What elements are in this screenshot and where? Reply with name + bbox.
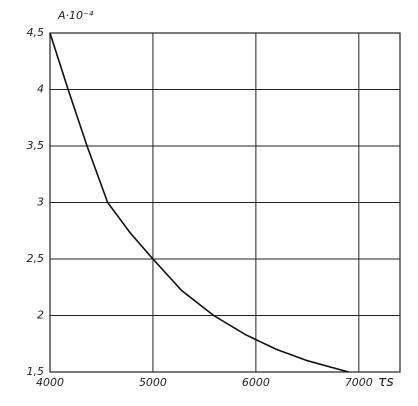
x-axis-label: τs: [378, 374, 394, 390]
y-tick-label: 2: [37, 309, 44, 322]
y-tick-label: 4,5: [27, 26, 45, 39]
y-tick-label: 3: [37, 196, 44, 209]
x-tick-label: 4000: [36, 376, 64, 389]
y-tick-label: 3,5: [27, 139, 45, 152]
x-tick-label: 6000: [242, 376, 270, 389]
y-tick-label: 2,5: [27, 252, 45, 265]
data-line: [49, 32, 349, 373]
y-tick-label: 1,5: [27, 365, 45, 378]
x-tick-label: 7000: [345, 376, 373, 389]
y-axis-label: A·10⁻⁴: [57, 9, 94, 22]
x-tick-label: 5000: [139, 376, 167, 389]
y-tick-label: 4: [37, 83, 44, 96]
